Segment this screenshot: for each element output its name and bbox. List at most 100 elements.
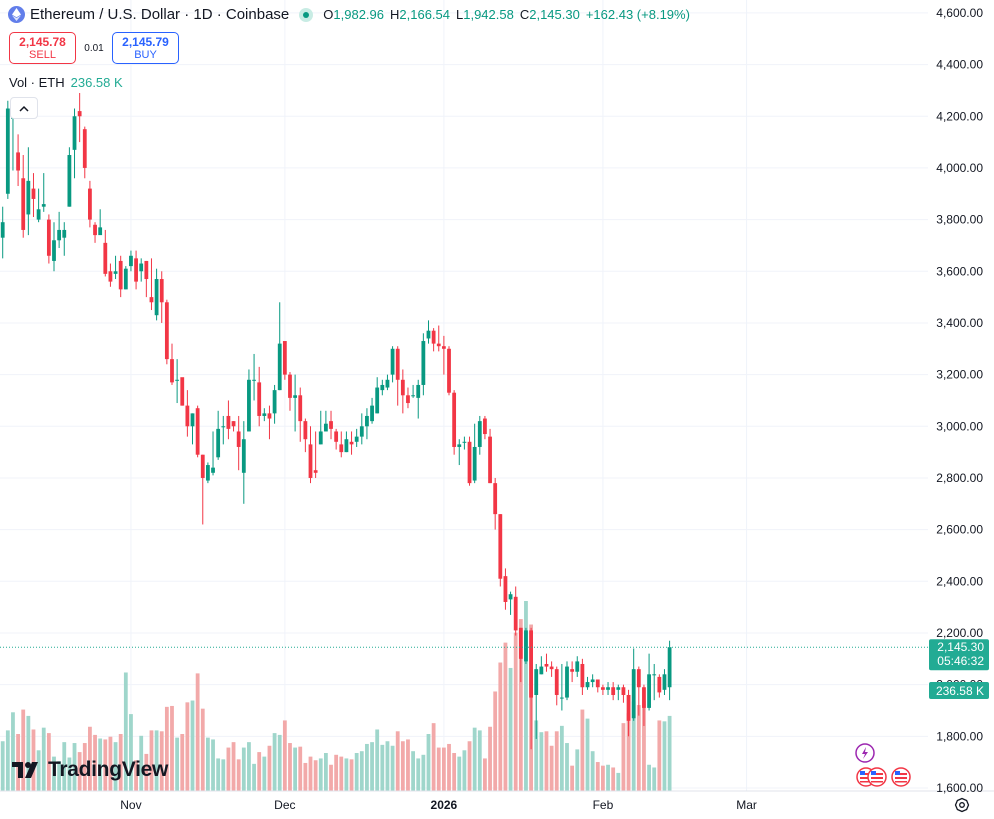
candle [544,653,549,672]
volume-bar [380,744,385,791]
buy-button[interactable]: 2,145.79 BUY [112,32,179,64]
candle-body [524,630,528,662]
candle [493,477,498,530]
candle-body [375,387,380,414]
buy-price: 2,145.79 [122,34,169,49]
candle-body [236,431,241,447]
sell-button[interactable]: 2,145.78 SELL [9,32,76,64]
candle [221,415,226,445]
close-value: 2,145.30 [529,7,580,22]
candle [365,408,369,440]
flag-canton [860,771,865,775]
volume-bar [88,726,92,791]
candle-body [16,152,20,171]
candle-body [580,663,585,688]
volume-bar [318,758,323,791]
candle [524,627,528,664]
flag-canton [895,771,900,775]
candle-body [616,687,621,690]
candle [144,260,149,298]
flag-stripe [871,773,883,775]
volume-bar [370,742,374,791]
candle [611,682,616,701]
ohlc-low: L1,942.58 [456,7,514,22]
candle-body [252,379,256,381]
candle [559,663,564,711]
candle-body [31,188,36,199]
volume-bar [129,714,133,791]
volume-bar [601,765,605,791]
low-value: 1,942.58 [463,7,514,22]
candle [467,436,472,486]
candle [375,377,380,414]
volume-legend[interactable]: Vol · ETH 236.58 K [9,75,123,90]
candle-body [565,666,569,698]
volume-bar [149,730,154,791]
volume-bar [252,763,256,791]
candle-body [621,687,626,695]
candle [416,379,421,419]
candle [647,653,651,711]
candle-body [462,441,467,443]
volume-bar [118,734,123,791]
candle-body [400,379,405,396]
volume-bar [226,747,231,791]
settings-button[interactable] [952,795,972,815]
candle [272,384,277,424]
candle-body [647,674,651,708]
ethereum-icon[interactable] [8,6,25,23]
candle-body [431,330,436,344]
volume-bar [185,702,190,791]
market-open-dot-icon[interactable] [299,7,314,22]
candle-body [498,514,503,579]
volume-bar [513,632,518,791]
candle [257,366,262,427]
high-value: 2,166.54 [399,7,450,22]
candle [190,413,195,445]
volume-bar [221,759,226,791]
candle [636,666,641,716]
x-tick-label: Dec [274,798,295,812]
volume-bar [590,751,595,791]
candle-body [334,431,339,442]
candle-body [139,263,144,272]
candle-body [21,178,26,230]
collapse-legend-button[interactable] [10,97,38,119]
volume-bar [134,760,138,791]
volume-bar [580,709,585,791]
volume-bar [534,720,539,791]
y-tick-label: 2,400.00 [936,574,983,588]
volume-bar [647,764,651,791]
candle [72,108,77,179]
candle-body [554,669,559,695]
x-tick-label: 2026 [431,798,458,812]
tradingview-logo[interactable]: TradingView [12,758,168,782]
volume-bar [390,745,395,791]
candle [344,431,349,453]
candle [247,369,251,432]
candle [657,674,662,698]
candle-body [508,594,513,600]
candle [354,428,359,447]
candle [108,263,113,287]
volume-bar [36,750,41,791]
candle [21,155,26,238]
candle [431,328,436,352]
candle-body [370,405,374,422]
candle [98,209,103,236]
candle [293,374,298,432]
candle-body [282,341,287,375]
y-tick-label: 2,200.00 [936,626,983,640]
sell-label: SELL [29,48,56,61]
candle-body [436,343,441,347]
volume-bar [359,751,364,791]
events-icon[interactable] [855,743,911,787]
symbol-title[interactable]: Ethereum / U.S. Dollar · 1D · Coinbase [30,6,290,23]
candle [529,627,533,750]
candle-body [447,348,451,393]
candle-body [539,666,544,675]
candle-body [231,421,236,427]
candle-body [329,421,333,429]
